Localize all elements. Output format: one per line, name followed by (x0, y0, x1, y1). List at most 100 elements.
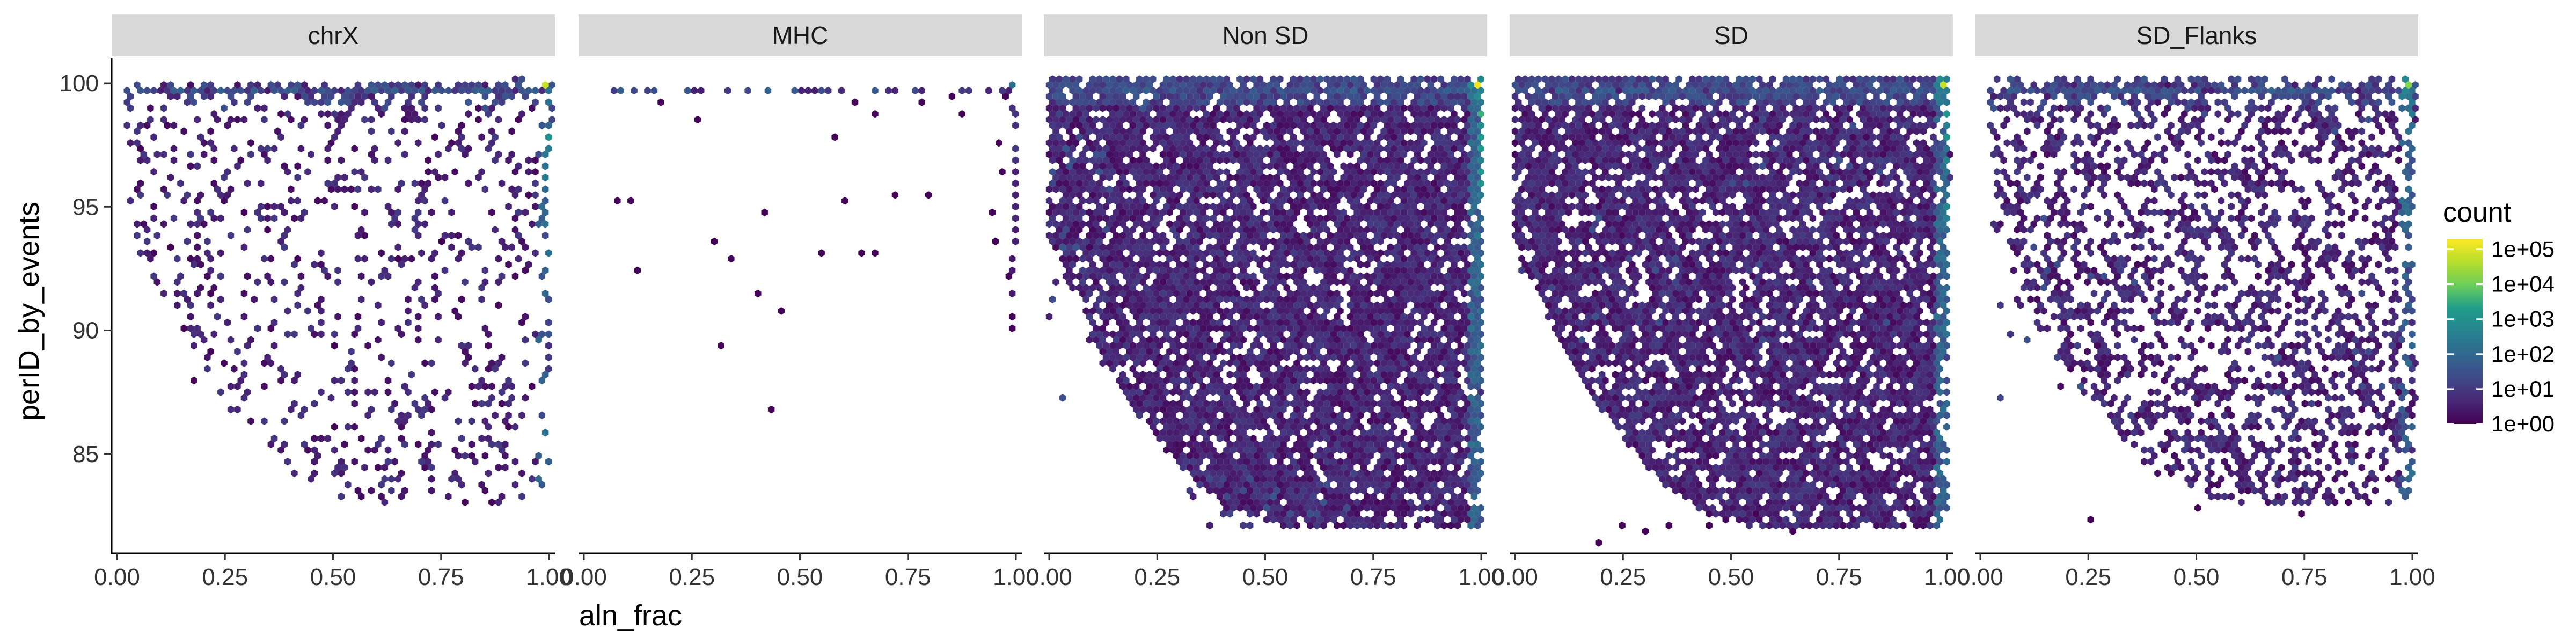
hexbin-cell (455, 231, 462, 240)
hexbin-cell (391, 400, 398, 408)
hexbin-cell (284, 110, 291, 118)
hexbin-cell (421, 197, 428, 205)
hexbin-cell (334, 185, 341, 193)
hexbin-cell (495, 81, 502, 89)
hexbin-cell (414, 81, 422, 89)
hexbin-cell (541, 81, 549, 89)
hexbin-cell (414, 440, 422, 448)
hexbin-cell (485, 330, 492, 338)
hexbin-cell (264, 214, 271, 222)
hexbin-cell (511, 86, 519, 95)
hexbin-cell (1377, 75, 1384, 83)
hexbin-cell (1226, 81, 1233, 89)
hexbin-cell (1012, 202, 1019, 211)
x-tick-label: 0.75 (418, 564, 464, 590)
hexbin-cell (431, 295, 438, 303)
hexbin-cell (472, 86, 479, 95)
hexbin-cell (798, 86, 805, 95)
hexbin-cell (197, 86, 204, 95)
hexbin-cell (143, 226, 151, 234)
hexbin-cell (818, 249, 825, 257)
hexbin-cell (375, 104, 382, 112)
hexbin-cell (244, 388, 251, 396)
hexbin-cell (448, 208, 455, 216)
hexbin-cell (187, 313, 194, 321)
hexbin-cell (394, 324, 401, 332)
hexbin-cell (1012, 121, 1019, 129)
hexbin-cell (187, 220, 194, 228)
hexbin-cell (240, 394, 248, 402)
hexbin-cell (421, 81, 428, 89)
hexbin-cell (147, 255, 154, 263)
hexbin-cell (1417, 75, 1424, 83)
hexbin-cell (257, 179, 265, 187)
hexbin-cell (157, 86, 164, 95)
hexbin-cell (187, 81, 194, 89)
hexbin-cell (1096, 75, 1103, 83)
hexbin-cell (398, 330, 405, 338)
x-tick-label: 0.00 (561, 564, 607, 590)
hexbin-cell (1102, 75, 1110, 83)
hexbin-cell (321, 266, 328, 274)
hexbin-cell (1123, 75, 1130, 83)
hexbin-cell (462, 452, 469, 460)
hexbin-cell (698, 86, 705, 95)
hexbin-cell (1297, 75, 1304, 83)
hexbin-cell (545, 353, 552, 361)
hexbin-cell (244, 179, 251, 187)
hexbin-cell (418, 191, 425, 199)
hexbin-cell (872, 249, 879, 257)
hexbin-cell (1290, 75, 1297, 83)
hexbin-cell (1220, 81, 1227, 89)
hexbin-cell (435, 81, 442, 89)
hexbin-cell (435, 440, 442, 448)
hexbin-cell (518, 110, 525, 118)
hexbin-cell (364, 342, 371, 350)
hexbin-cell (411, 86, 419, 95)
hexbin-cell (281, 278, 288, 286)
hexbin-cell (388, 220, 395, 228)
hexbin-cell (200, 336, 208, 344)
hexbin-cell (194, 162, 201, 170)
hexbin-cell (143, 156, 151, 164)
hexbin-cell (488, 104, 495, 112)
hexbin-cell (291, 214, 298, 222)
hexbin-cell (254, 81, 261, 89)
hexbin-cell (217, 86, 224, 95)
hexbin-cell (1313, 81, 1321, 89)
hexbin-cell (508, 243, 515, 251)
hexbin-cell (384, 376, 392, 385)
hexbin-cell (375, 440, 382, 448)
hexbin-cell (394, 475, 401, 483)
hexbin-cell (388, 359, 395, 367)
hexbin-cell (414, 278, 422, 286)
hexbin-cell (187, 92, 194, 100)
hexbin-cell (1253, 81, 1260, 89)
hexbin-cell (1300, 81, 1307, 89)
hexbin-cell (311, 400, 318, 408)
hexbin-cell (872, 110, 879, 118)
hexbin-cell (1277, 75, 1284, 83)
hexbin-cell (394, 255, 401, 263)
hexbin-cell (532, 330, 539, 338)
hexbin-cell (398, 434, 405, 443)
hexbin-cell (401, 127, 408, 135)
hexbin-cell (384, 202, 392, 211)
hexbin-cell (187, 150, 194, 158)
hexbin-cell (398, 179, 405, 187)
hexbin-cell (1008, 81, 1016, 89)
hexbin-cell (458, 295, 465, 303)
hexbin-cell (368, 405, 375, 414)
hexbin-cell (123, 98, 130, 106)
hexbin-cell (441, 231, 449, 240)
hexbin-cell (634, 266, 641, 274)
hexbin-cell (761, 208, 768, 216)
hexbin-cell (384, 156, 392, 164)
hexbin-cell (281, 231, 288, 240)
hexbin-cell (475, 243, 482, 251)
hexbin-cell (318, 295, 325, 303)
hexbin-cell (261, 255, 268, 263)
hexbin-cell (411, 214, 419, 222)
hexbin-cell (234, 405, 241, 414)
